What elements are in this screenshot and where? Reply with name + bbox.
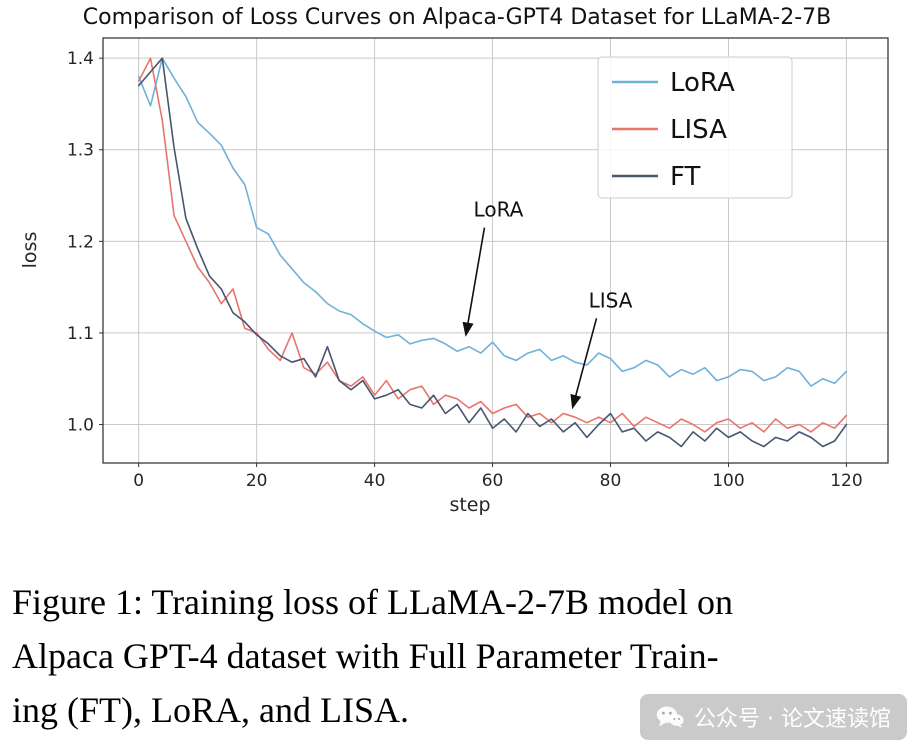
watermark-text: 公众号 · 论文速读馆 [694,707,891,732]
plot-area: 0 20 40 60 80 100 120 1.0 1.1 1.2 1.3 1.4 LoRA LISA Lo… [67,37,889,491]
x-axis-label: step [449,494,490,516]
caption-line: Alpaca GPT-4 dataset with Full Parameter… [12,636,719,676]
x-tick-label: 60 [482,471,504,491]
annotation-arrow-lisa [570,318,598,410]
x-tick-label: 40 [364,471,386,491]
watermark-badge: 公众号 · 论文速读馆 [640,694,907,740]
x-tick-label: 120 [830,471,862,491]
legend-box [597,56,793,199]
y-tick-label: 1.3 [67,141,94,161]
x-tick-label: 0 [133,471,144,491]
loss-chart-figure: 0 20 40 60 80 100 120 1.0 1.1 1.2 1.3 1.4 LoRA LISA Lo… [19,5,889,516]
series-line-lora [137,57,848,387]
annotation-arrow-lora [462,227,486,337]
y-tick-label: 1.0 [67,416,94,436]
series-line-lisa [137,57,848,433]
y-tick-label: 1.1 [67,324,94,344]
x-tick-label: 100 [712,471,744,491]
legend-label-lora: LoRA [670,68,735,98]
loss-chart: 0 20 40 60 80 100 120 1.0 1.1 1.2 1.3 1.4 LoRA LISA Lo… [19,5,889,516]
x-tick-label: 20 [246,471,268,491]
annotation-label-lora: LoRA [474,198,524,222]
annotation-label-lisa: LISA [589,288,633,312]
wechat-icon [656,705,684,729]
chart-title: Comparison of Loss Curves on Alpaca-GPT4… [83,5,831,30]
figure-caption: Figure 1: Training loss of LLaMA-2-7B mo… [12,575,907,737]
x-tick-label: 80 [600,471,622,491]
y-axis-label: loss [19,232,41,269]
caption-line: ing (FT), LoRA, and LISA. [12,690,409,730]
plot-frame [102,37,889,464]
series-line-ft [137,57,848,448]
y-tick-label: 1.2 [67,232,94,252]
legend-label-lisa: LISA [670,115,727,145]
caption-line: Figure 1: Training loss of LLaMA-2-7B mo… [12,582,733,622]
legend-label-ft: FT [670,162,700,192]
y-tick-label: 1.4 [67,49,94,69]
